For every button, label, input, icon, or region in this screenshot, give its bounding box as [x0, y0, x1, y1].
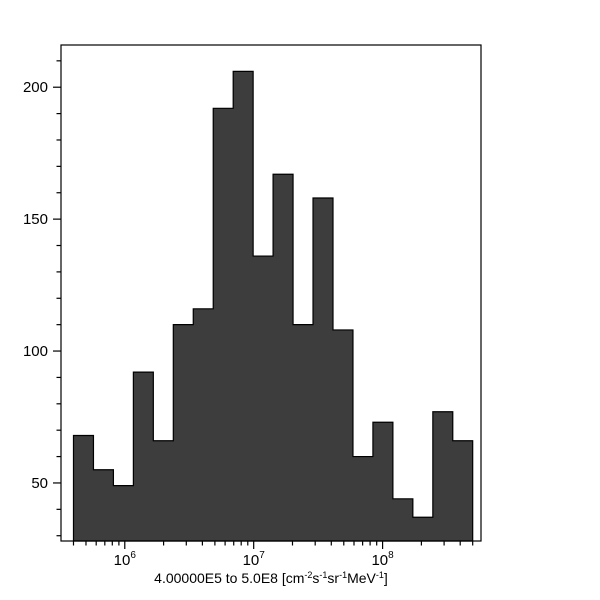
- histogram-series: [72, 70, 474, 542]
- y-tick-label: 150: [23, 211, 48, 228]
- x-axis-title: 4.00000E5 to 5.0E8 [cm-2s-1sr-1MeV-1]: [154, 570, 388, 586]
- x-tick-label: 108: [371, 550, 394, 569]
- x-tick-label: 107: [243, 550, 266, 569]
- y-tick-label: 50: [31, 475, 48, 492]
- histogram-bars: [72, 70, 474, 542]
- y-tick-label: 100: [23, 343, 48, 360]
- y-tick-label: 200: [23, 79, 48, 96]
- x-tick-label: 106: [114, 550, 137, 569]
- y-axis: 50 100 150 200: [23, 60, 61, 537]
- plot-border: [60, 44, 482, 542]
